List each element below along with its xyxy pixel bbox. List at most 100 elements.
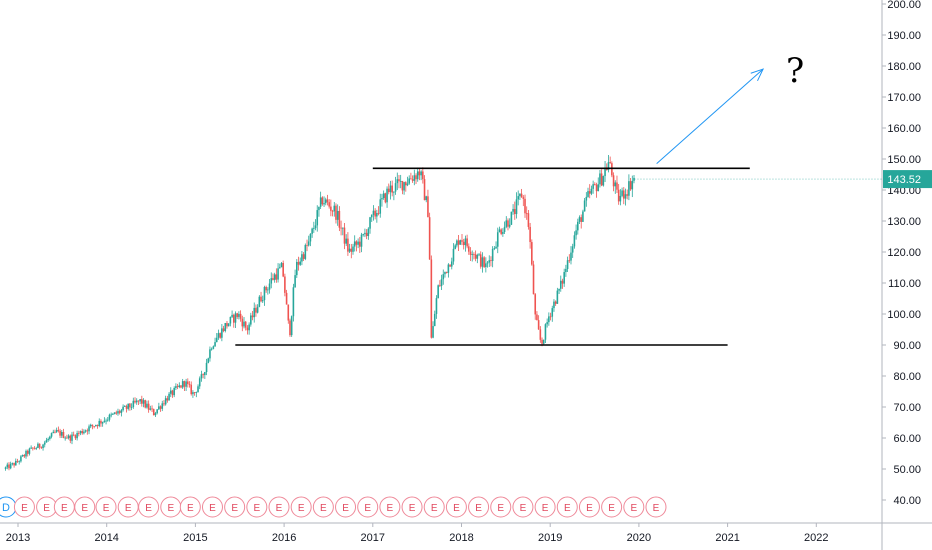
candle-body — [241, 318, 244, 327]
candle-body — [372, 210, 375, 215]
candle-body — [335, 205, 337, 220]
candle-body — [602, 176, 605, 186]
candle-body — [491, 249, 494, 262]
candle-body — [435, 298, 438, 314]
candle-body — [76, 433, 78, 439]
candle-body — [193, 392, 196, 393]
candle-body — [510, 211, 513, 225]
candle-body — [227, 323, 230, 327]
candle-body — [55, 429, 58, 433]
candle-body — [316, 210, 319, 226]
candle-body — [445, 271, 448, 273]
candle-body — [106, 419, 109, 421]
candle-body — [619, 195, 622, 202]
earnings-marker-label: E — [276, 503, 283, 514]
candle-body — [6, 464, 9, 468]
candle-body — [32, 447, 34, 449]
candle-body — [428, 217, 431, 260]
candle-body — [265, 286, 267, 291]
candle-body — [178, 385, 181, 387]
drawings-layer: ? — [235, 51, 804, 346]
candle-body — [28, 448, 31, 454]
candle-body — [391, 185, 393, 193]
candle-body — [23, 455, 26, 457]
candle-body — [204, 372, 206, 376]
candle-body — [256, 306, 259, 313]
earnings-marker — [13, 496, 35, 518]
candle-body — [147, 403, 150, 410]
candle-body — [466, 238, 468, 247]
candle-body — [542, 339, 545, 344]
candle-body — [461, 240, 463, 242]
last-price-label: 143.52 — [887, 174, 921, 186]
candle-body — [278, 267, 281, 269]
earnings-marker-label: E — [453, 503, 460, 514]
candle-body — [299, 261, 302, 265]
earnings-marker-label: E — [520, 503, 527, 514]
candle-body — [215, 337, 218, 343]
candle-body — [263, 286, 266, 301]
projection-arrow-head — [750, 68, 765, 82]
candle-body — [408, 178, 411, 184]
y-tick-label: 200.00 — [887, 0, 921, 11]
candle-body — [531, 242, 533, 265]
candle-body — [183, 381, 186, 387]
candle-body — [129, 403, 131, 408]
candle-body — [159, 406, 162, 409]
candle-body — [447, 264, 450, 273]
candle-body — [207, 358, 210, 363]
y-tick-label: 80.00 — [893, 371, 921, 383]
y-tick-label: 40.00 — [893, 495, 921, 507]
candle-body — [304, 245, 307, 259]
candle-body — [474, 254, 477, 259]
candle-body — [187, 381, 189, 384]
earnings-marker — [468, 496, 490, 518]
candle-body — [486, 262, 489, 264]
candle-body — [154, 413, 157, 416]
candle-body — [459, 240, 462, 245]
candle-body — [551, 308, 554, 317]
candle-body — [571, 246, 574, 253]
candle-body — [318, 206, 320, 211]
earnings-marker — [490, 496, 512, 518]
candle-body — [134, 400, 136, 403]
earnings-marker — [201, 496, 223, 518]
candle-body — [594, 184, 596, 185]
candle-body — [399, 180, 402, 182]
candle-body — [45, 440, 48, 443]
candle-body — [440, 279, 443, 286]
y-tick-label: 150.00 — [887, 154, 921, 166]
candle-body — [488, 260, 491, 263]
candle-body — [331, 210, 334, 212]
y-tick-label: 160.00 — [887, 123, 921, 135]
candle-body — [370, 214, 373, 218]
candle-body — [101, 421, 104, 424]
candle-body — [115, 412, 118, 414]
candle-body — [88, 426, 90, 432]
candles-layer — [4, 155, 635, 471]
candle-body — [561, 280, 564, 284]
earnings-marker-label: E — [653, 503, 660, 514]
candle-body — [113, 412, 116, 414]
candle-body — [296, 261, 298, 276]
candle-body — [355, 241, 358, 245]
y-tick-label: 190.00 — [887, 30, 921, 42]
candle-body — [464, 238, 467, 246]
candle-body — [333, 205, 336, 212]
x-tick-label: 2016 — [272, 532, 296, 544]
earnings-marker-label: E — [475, 503, 482, 514]
candle-body — [190, 384, 193, 395]
candle-body — [338, 210, 341, 228]
y-tick-label: 60.00 — [893, 433, 921, 445]
candle-body — [575, 230, 577, 236]
candle-body — [340, 227, 342, 229]
candle-body — [37, 443, 39, 449]
candle-body — [323, 203, 325, 205]
earnings-marker — [312, 496, 334, 518]
earnings-marker-label: E — [145, 503, 152, 514]
candle-body — [285, 292, 288, 305]
candle-body — [307, 241, 310, 246]
candle-body — [544, 324, 547, 340]
candle-body — [529, 226, 531, 243]
